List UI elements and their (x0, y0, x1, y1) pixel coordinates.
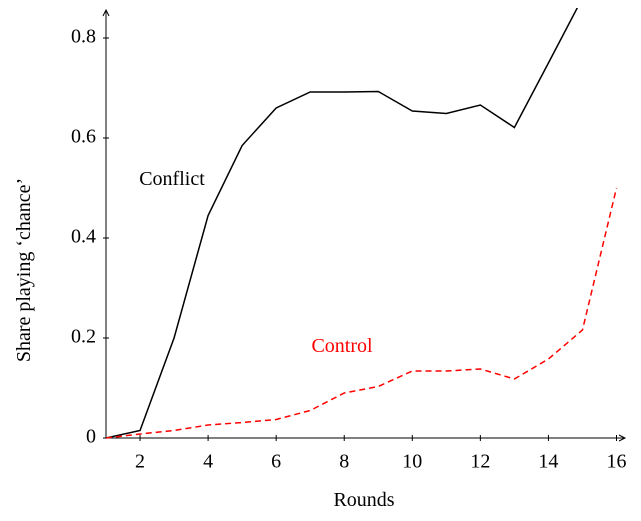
series-label: Conflict (139, 168, 205, 190)
x-tick-label: 12 (470, 451, 490, 473)
plot-area (106, 8, 618, 439)
x-tick-label: 14 (538, 451, 558, 473)
x-tick-label: 10 (402, 451, 422, 473)
y-tick-label: 0 (86, 426, 96, 448)
x-tick-label: 6 (271, 451, 281, 473)
y-tick-label: 0.8 (71, 26, 96, 48)
y-tick-label: 0.4 (71, 226, 96, 248)
y-axis-arrow (102, 8, 110, 17)
y-axis-label: Share playing ‘chance’ (13, 178, 35, 362)
series-line (106, 187, 618, 439)
x-tick-label: 4 (203, 451, 213, 473)
y-tick-label: 0.6 (71, 126, 96, 148)
x-tick-label: 16 (606, 451, 626, 473)
y-tick-label: 0.2 (71, 326, 96, 348)
x-axis-label: Rounds (333, 489, 394, 511)
series-label: Control (311, 335, 373, 357)
x-tick-label: 8 (339, 451, 349, 473)
series-line (106, 8, 579, 439)
x-axis-arrow (618, 434, 627, 442)
x-tick-label: 2 (135, 451, 145, 473)
